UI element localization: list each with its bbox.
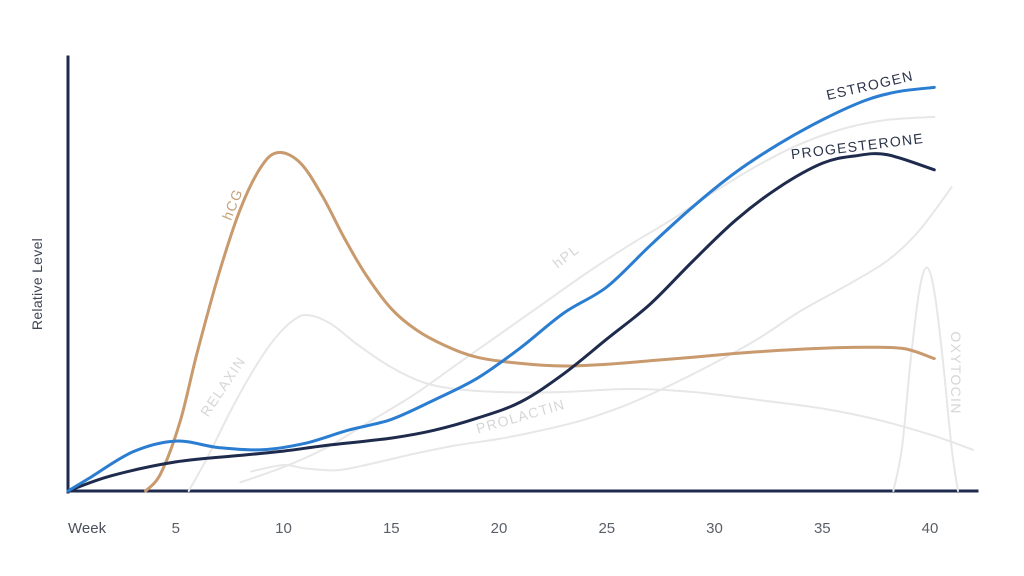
x-tick-label-15: 15 [383,520,400,537]
hpl-label: hPL [550,241,583,271]
relaxin-curve [187,313,975,492]
x-axis-title: Week [68,520,107,537]
x-tick-group: 5 10 15 20 25 30 35 40 [172,520,939,537]
hcg-curve [144,150,936,493]
x-tick-label-25: 25 [598,520,615,537]
x-tick-label-40: 40 [922,520,939,537]
x-tick-label-35: 35 [814,520,831,537]
curve-label-group: RELAXIN PROLACTINhPLOXYTOCINhCGPROGESTERO… [197,67,964,436]
prolactin-curve [250,186,953,473]
estrogen-curve [66,85,936,493]
x-tick-label-20: 20 [491,520,508,537]
y-axis-title: Relative Level [29,237,45,331]
x-tick-label-10: 10 [275,520,292,537]
oxytocin-curve [892,266,959,492]
progesterone-curve [66,152,936,493]
curve-group [66,85,975,493]
progesterone-label: PROGESTERONE [790,130,925,162]
oxytocin-label: OXYTOCIN [948,331,964,414]
x-tick-label-5: 5 [172,520,180,537]
x-tick-label-30: 30 [706,520,723,537]
relaxin-label: RELAXIN [197,353,249,419]
